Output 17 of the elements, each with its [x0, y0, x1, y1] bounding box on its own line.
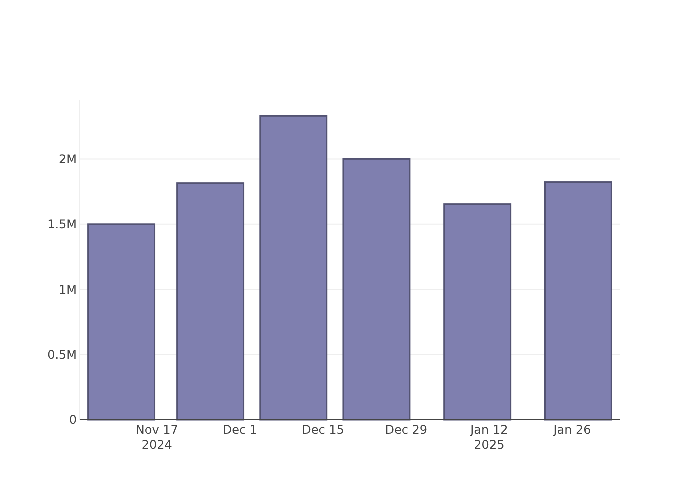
bar [88, 224, 156, 421]
bar [176, 182, 245, 421]
y-tick-label: 2M [59, 152, 77, 166]
bar [544, 182, 612, 421]
y-tick-label: 0 [69, 413, 77, 428]
x-tick-label: Dec 1 [222, 423, 258, 437]
y-tick-label: 0.5M [48, 348, 77, 362]
x-tick-label: Dec 29 [385, 423, 428, 437]
y-tick-label: 1M [59, 282, 77, 297]
bar [444, 204, 512, 421]
y-tick-label: 1.5M [48, 218, 77, 232]
x-tick-label: Jan 26 [552, 423, 592, 437]
bar [260, 115, 328, 421]
x-tick-label: Dec 15 [302, 423, 344, 437]
x-tick-label: Nov 17 2024 [136, 423, 178, 452]
bar [342, 158, 411, 421]
x-tick-label: Jan 12 2025 [470, 423, 508, 452]
